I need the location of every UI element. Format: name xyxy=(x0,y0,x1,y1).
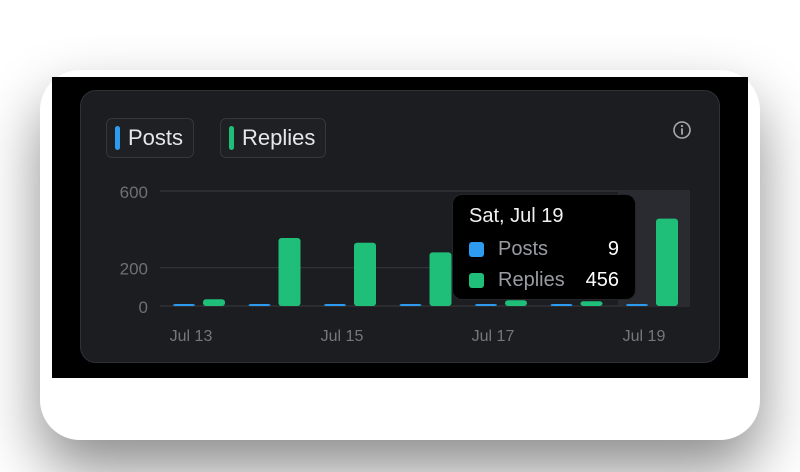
replies-bar[interactable] xyxy=(354,242,376,306)
posts-color-swatch xyxy=(115,126,120,150)
x-tick-label: Jul 17 xyxy=(472,328,515,345)
legend-chip-posts[interactable]: Posts xyxy=(106,118,194,158)
tooltip-replies-label: Replies xyxy=(498,268,565,291)
y-tick-label: 0 xyxy=(139,298,148,317)
posts-bar[interactable] xyxy=(550,304,573,306)
replies-bar[interactable] xyxy=(656,218,678,306)
x-tick-label: Jul 13 xyxy=(170,328,213,345)
y-tick-label: 600 xyxy=(120,183,148,202)
replies-color-swatch xyxy=(229,126,234,150)
chart-tooltip: Sat, Jul 19 Posts 9 Replies 456 xyxy=(452,194,636,300)
posts-bar[interactable] xyxy=(173,304,195,306)
replies-bar[interactable] xyxy=(580,301,603,306)
y-tick-label: 200 xyxy=(120,260,148,279)
replies-bar[interactable] xyxy=(278,237,301,306)
replies-bar[interactable] xyxy=(505,300,527,306)
tooltip-replies-value: 456 xyxy=(585,268,619,291)
tooltip-title: Sat, Jul 19 xyxy=(469,205,564,227)
posts-bar[interactable] xyxy=(475,304,497,306)
tooltip-replies-swatch xyxy=(469,272,484,288)
legend-replies-label: Replies xyxy=(242,125,316,150)
tooltip-row-replies: Replies 456 xyxy=(469,268,619,292)
legend-chip-replies[interactable]: Replies xyxy=(220,118,326,158)
posts-bar[interactable] xyxy=(626,304,648,306)
info-circle-icon[interactable] xyxy=(672,120,692,140)
tooltip-row-posts: Posts 9 xyxy=(469,237,619,261)
x-tick-label: Jul 19 xyxy=(623,328,666,345)
tooltip-posts-swatch xyxy=(469,241,484,257)
posts-bar[interactable] xyxy=(324,304,346,306)
tooltip-posts-label: Posts xyxy=(498,237,549,260)
tooltip-posts-value: 9 xyxy=(607,237,619,260)
replies-bar[interactable] xyxy=(203,299,225,306)
posts-bar[interactable] xyxy=(248,304,271,306)
x-tick-label: Jul 15 xyxy=(321,328,364,345)
legend-posts-label: Posts xyxy=(128,125,184,150)
posts-bar[interactable] xyxy=(399,304,422,306)
replies-bar[interactable] xyxy=(429,252,452,306)
